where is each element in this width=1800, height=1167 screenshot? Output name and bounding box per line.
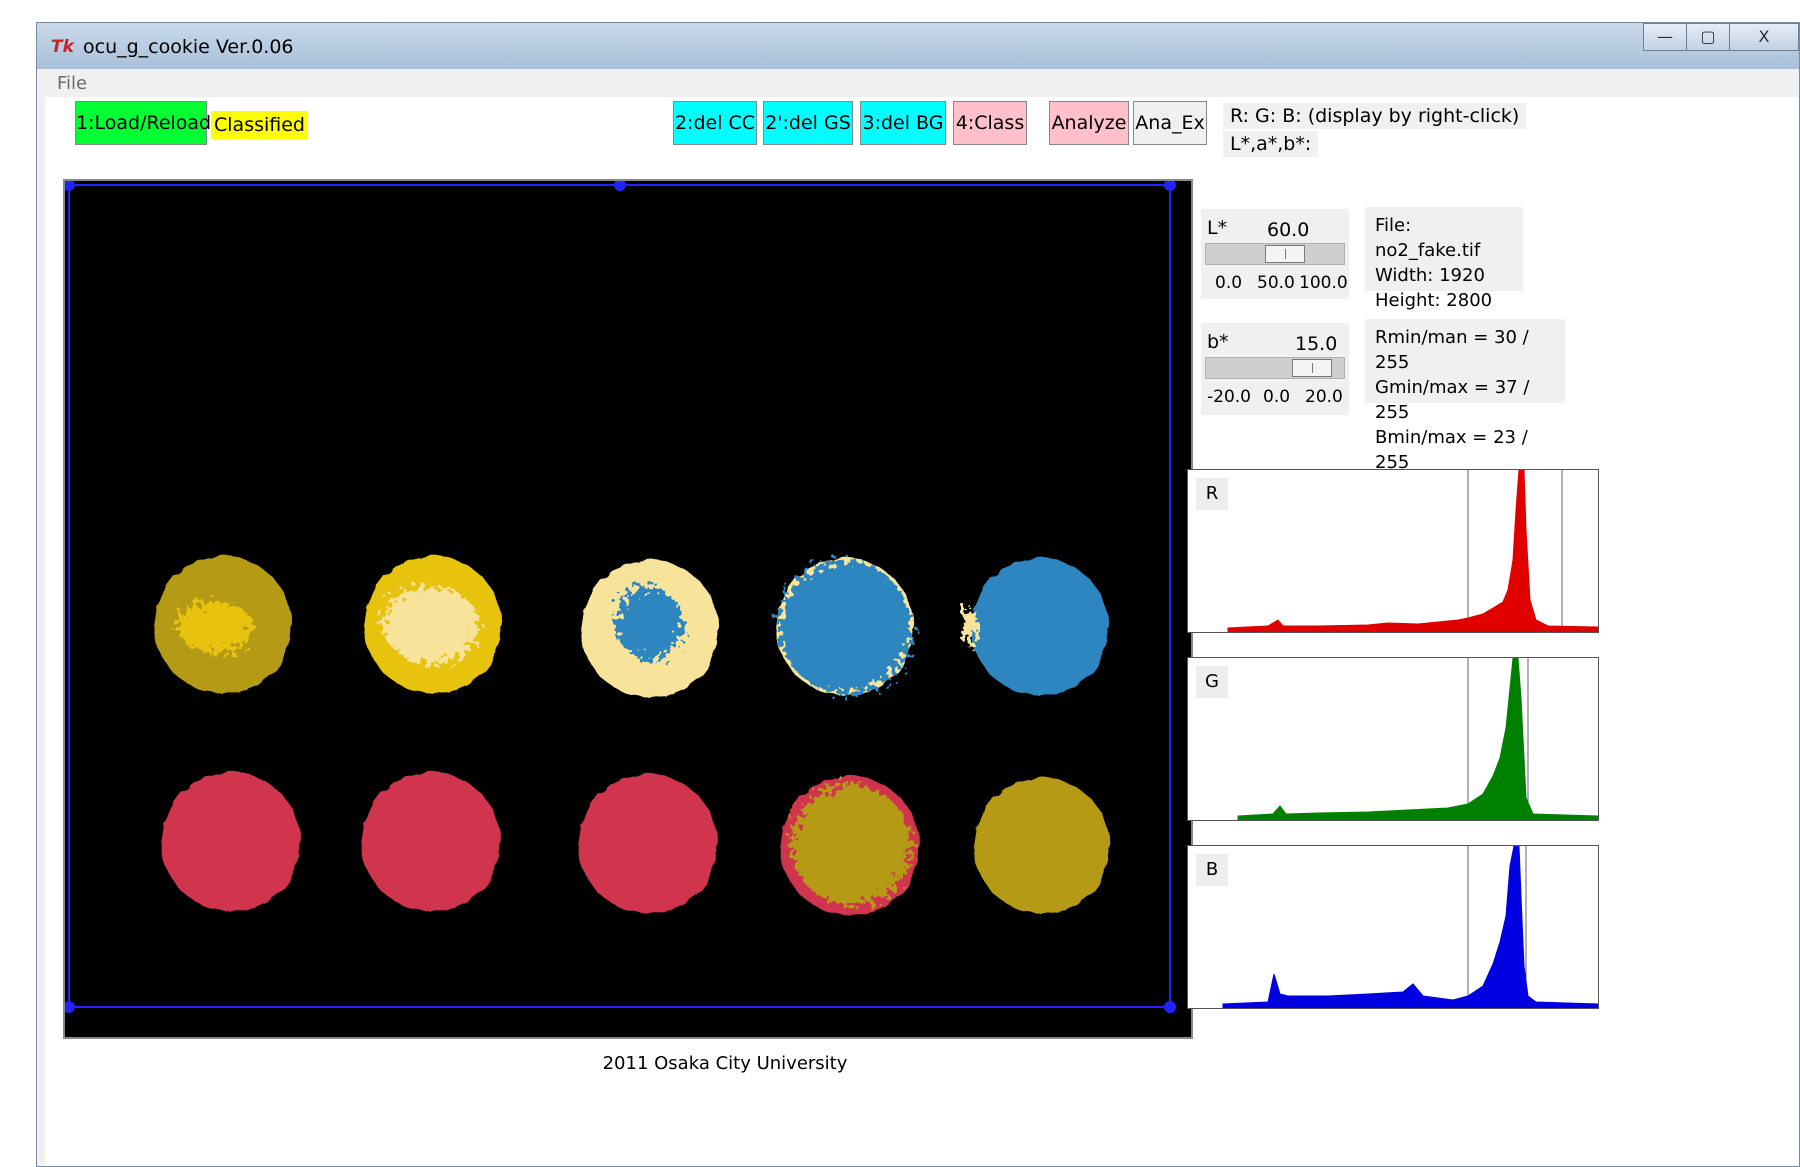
app-window: Tk ocu_g_cookie Ver.0.06 — ▢ X File 1:Lo… bbox=[36, 22, 1800, 1167]
b-star-value: 15.0 bbox=[1295, 333, 1338, 355]
b-star-label: b* bbox=[1207, 331, 1229, 353]
l-star-tick-max: 100.0 bbox=[1299, 273, 1348, 293]
histogram-r: R bbox=[1187, 469, 1599, 633]
cookie-4 bbox=[776, 558, 915, 697]
tk-app-icon: Tk bbox=[51, 37, 74, 57]
rgb-readout: R: G: B: (display by right-click) bbox=[1223, 103, 1527, 129]
l-star-trough[interactable] bbox=[1205, 243, 1345, 265]
main-panel: 1:Load/Reload Classified 2:del CC 2':del… bbox=[45, 97, 1799, 1166]
histogram-g-label: G bbox=[1196, 666, 1228, 698]
b-star-tick-max: 20.0 bbox=[1305, 387, 1343, 407]
footer-credit: 2011 Osaka City University bbox=[602, 1053, 848, 1074]
histogram-g-plot bbox=[1237, 657, 1599, 820]
title-bar[interactable]: Tk ocu_g_cookie Ver.0.06 — ▢ X bbox=[37, 23, 1799, 69]
cookie-5 bbox=[962, 558, 1109, 697]
selection-handle[interactable] bbox=[614, 179, 626, 191]
lab-readout: L*,a*,b*: bbox=[1223, 131, 1319, 157]
menu-file[interactable]: File bbox=[57, 73, 88, 94]
b-star-slider-thumb[interactable] bbox=[1292, 359, 1332, 377]
cookie-3 bbox=[581, 560, 720, 699]
cookie-8 bbox=[578, 774, 718, 914]
l-star-value: 60.0 bbox=[1267, 219, 1310, 241]
cookie-2 bbox=[364, 556, 503, 695]
menu-bar: File bbox=[45, 69, 1799, 98]
histogram-b-label: B bbox=[1196, 854, 1228, 886]
del-cc-button[interactable]: 2:del CC bbox=[673, 101, 757, 145]
histogram-b-plot bbox=[1222, 845, 1599, 1008]
del-bg-button[interactable]: 3:del BG bbox=[860, 101, 946, 145]
file-info-panel: File: no2_fake.tif Width: 1920 Height: 2… bbox=[1365, 207, 1523, 311]
image-width: Width: 1920 bbox=[1375, 265, 1485, 286]
load-reload-button[interactable]: 1:Load/Reload bbox=[75, 101, 211, 145]
window-controls: — ▢ X bbox=[1643, 23, 1799, 53]
histogram-r-label: R bbox=[1196, 478, 1228, 510]
cookie-9 bbox=[780, 776, 920, 916]
l-star-tick-mid: 50.0 bbox=[1257, 273, 1295, 293]
b-range: Bmin/max = 23 / 255 bbox=[1375, 427, 1528, 473]
cookie-1 bbox=[154, 556, 293, 695]
selection-handle[interactable] bbox=[63, 1001, 75, 1013]
del-gs-button[interactable]: 2':del GS bbox=[763, 101, 853, 145]
close-button[interactable]: X bbox=[1729, 23, 1799, 51]
histogram-r-plot bbox=[1227, 469, 1599, 632]
histogram-b: B bbox=[1187, 845, 1599, 1009]
b-star-slider: b* 15.0 -20.0 0.0 20.0 bbox=[1201, 323, 1349, 415]
class-button[interactable]: 4:Class bbox=[953, 101, 1027, 145]
minimize-button[interactable]: — bbox=[1643, 23, 1687, 51]
rgb-range-panel: Rmin/man = 30 / 255 Gmin/max = 37 / 255 … bbox=[1365, 319, 1565, 473]
window-title: ocu_g_cookie Ver.0.06 bbox=[83, 36, 294, 58]
analyze-button[interactable]: Analyze bbox=[1049, 101, 1129, 145]
maximize-button[interactable]: ▢ bbox=[1686, 23, 1730, 51]
image-height: Height: 2800 bbox=[1375, 290, 1493, 311]
b-star-tick-mid: 0.0 bbox=[1263, 387, 1291, 407]
ana-ex-button[interactable]: Ana_Ex bbox=[1133, 101, 1207, 145]
cookie-6 bbox=[161, 772, 301, 912]
status-badge: Classified bbox=[211, 111, 308, 139]
cookie-10 bbox=[974, 778, 1111, 915]
l-star-slider-thumb[interactable] bbox=[1265, 245, 1305, 263]
file-name: File: no2_fake.tif bbox=[1375, 215, 1481, 261]
selection-handle[interactable] bbox=[1164, 1001, 1176, 1013]
b-star-trough[interactable] bbox=[1205, 357, 1345, 379]
g-range: Gmin/max = 37 / 255 bbox=[1375, 377, 1530, 423]
classified-image bbox=[63, 179, 1176, 1013]
cookie-7 bbox=[361, 772, 501, 912]
l-star-label: L* bbox=[1207, 217, 1228, 239]
l-star-tick-min: 0.0 bbox=[1215, 273, 1243, 293]
r-range: Rmin/man = 30 / 255 bbox=[1375, 327, 1529, 373]
l-star-slider: L* 60.0 0.0 50.0 100.0 bbox=[1201, 209, 1349, 299]
b-star-tick-min: -20.0 bbox=[1207, 387, 1251, 407]
selection-handle[interactable] bbox=[1164, 179, 1176, 191]
selection-handle[interactable] bbox=[63, 179, 75, 191]
histogram-g: G bbox=[1187, 657, 1599, 821]
image-canvas[interactable] bbox=[63, 179, 1193, 1039]
